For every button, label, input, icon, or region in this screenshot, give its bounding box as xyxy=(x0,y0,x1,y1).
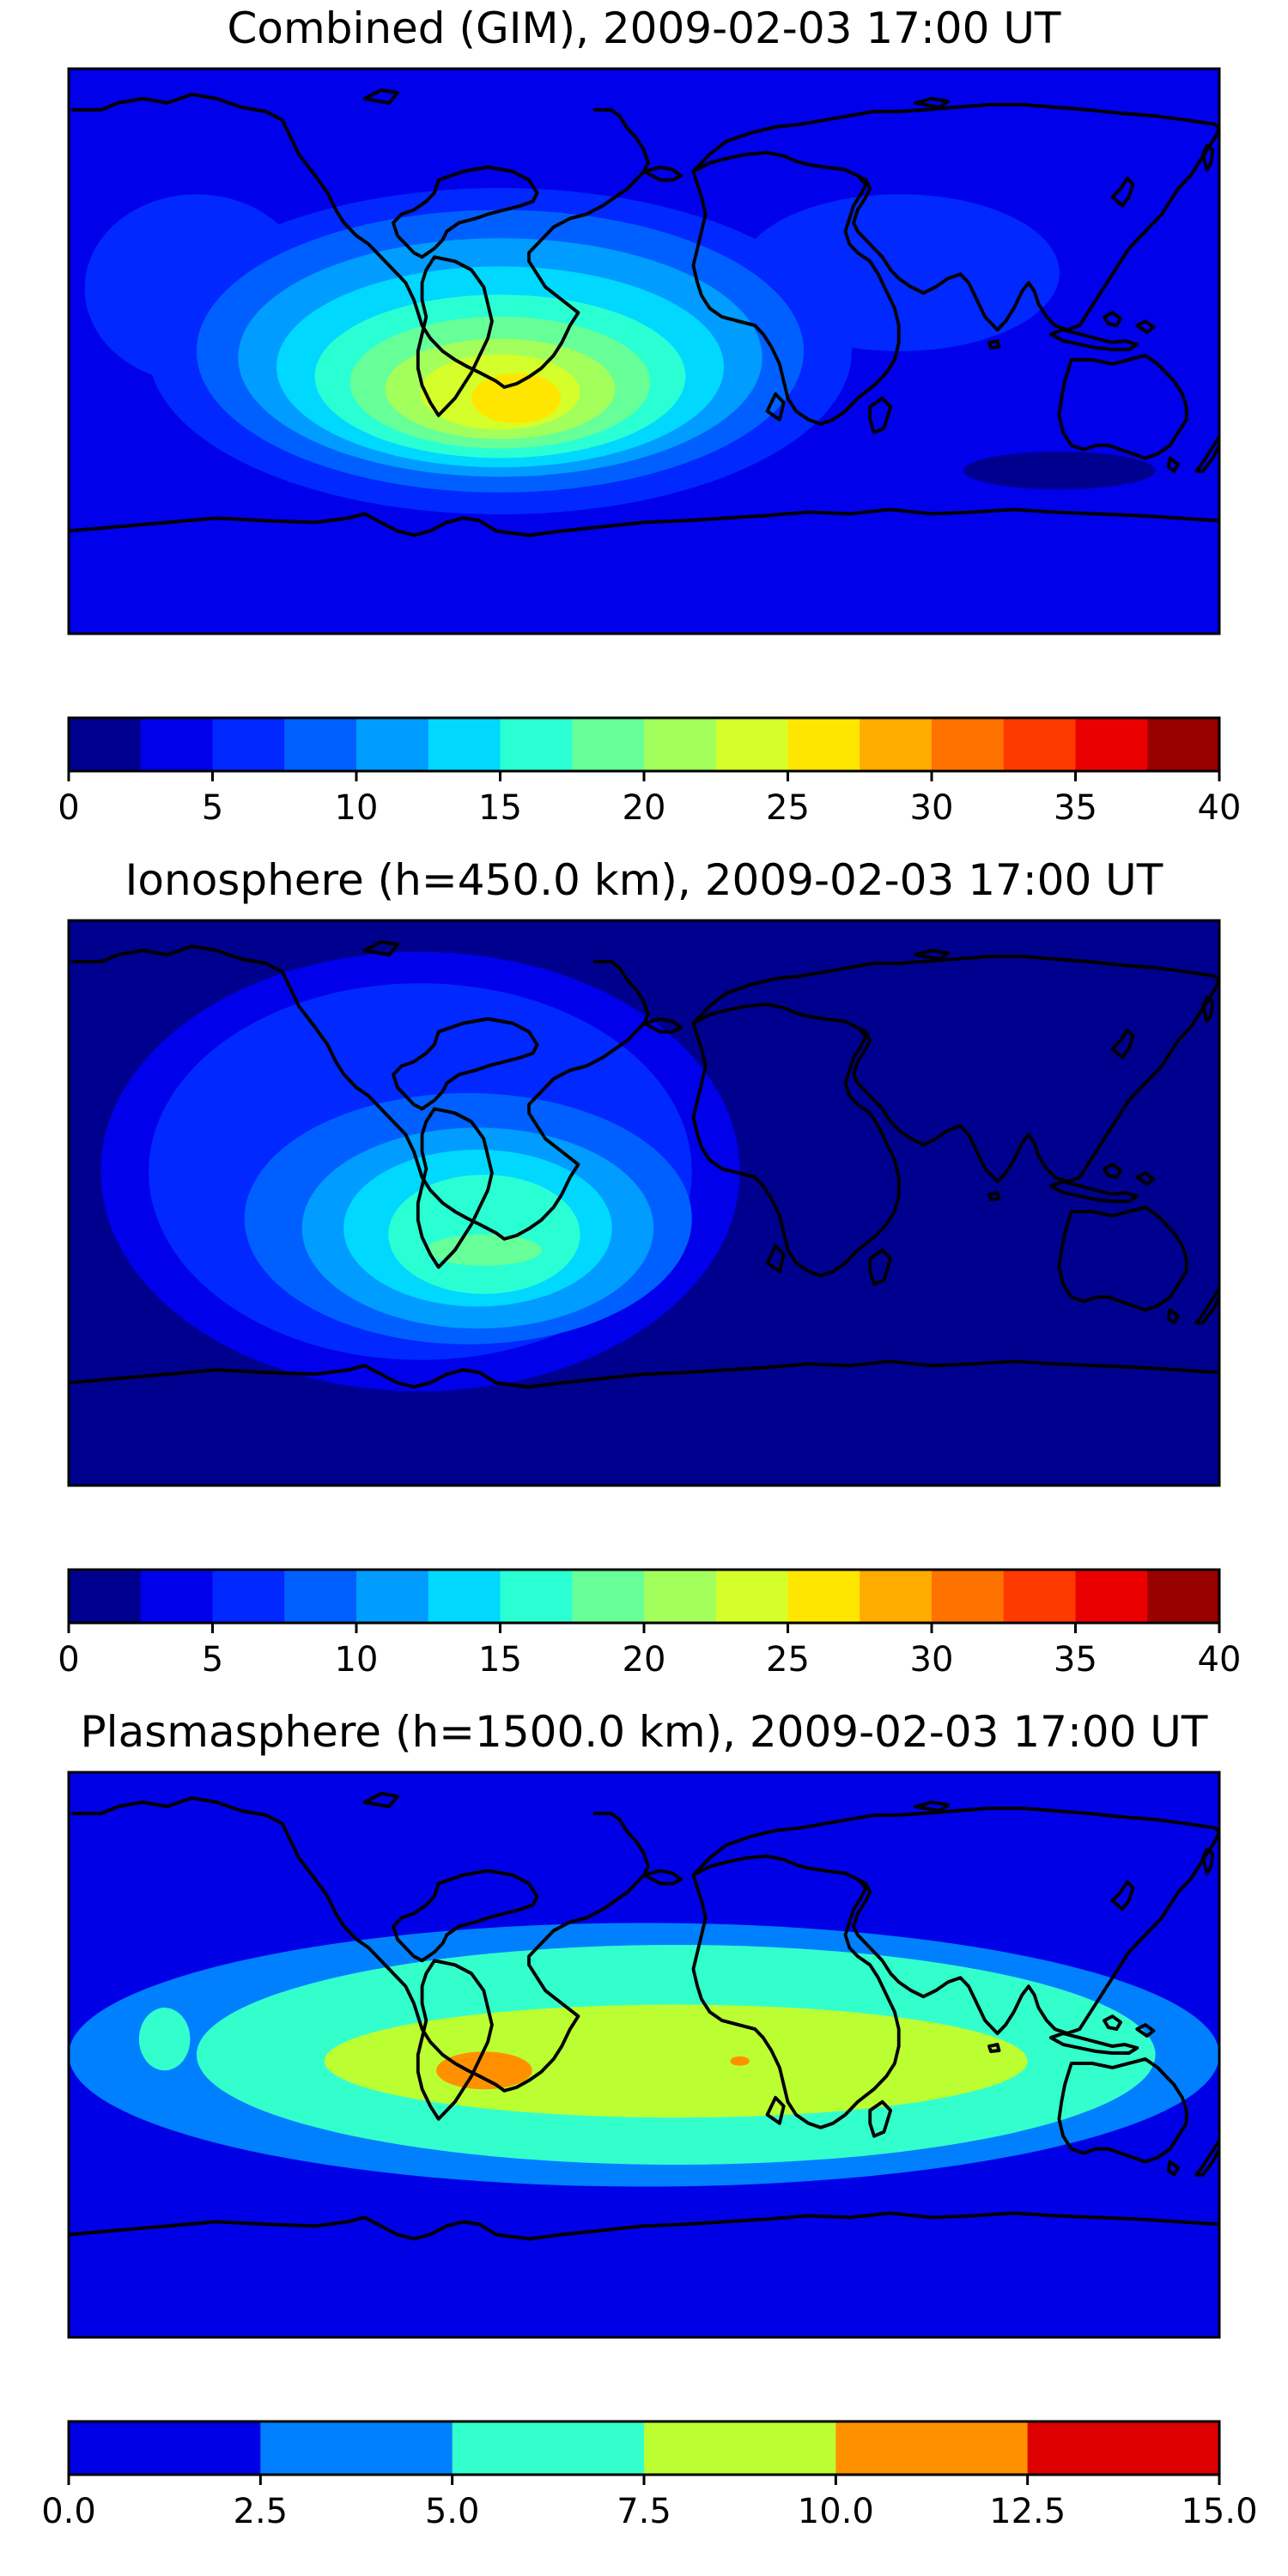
colorbar-tick-label: 10 xyxy=(335,1640,379,1680)
colorbar-segment-16 xyxy=(1147,1570,1220,1623)
colorbar-segment-4 xyxy=(644,2421,836,2475)
colorbar: 0 5 10 15 20 25 30 35 40 xyxy=(58,716,1242,828)
colorbar-segment-15 xyxy=(1075,1570,1148,1623)
colorbar-tick-label: 5 xyxy=(202,788,223,828)
contour-region-2 xyxy=(138,2008,191,2071)
colorbar-tick-label: 35 xyxy=(1054,788,1097,828)
contour-region-5 xyxy=(436,2051,532,2090)
colorbar-tick-label: 0.0 xyxy=(41,2492,96,2531)
colorbar-segment-15 xyxy=(1075,718,1148,771)
contour-region-12 xyxy=(963,451,1156,489)
colorbar-segment-10 xyxy=(715,718,788,771)
colorbar-tick-label: 20 xyxy=(623,788,666,828)
colorbar-tick-label: 10.0 xyxy=(798,2492,874,2531)
colorbar-tick-label: 30 xyxy=(910,1640,954,1680)
colorbar-segment-5 xyxy=(356,718,429,771)
colorbar-tick-label: 40 xyxy=(1198,788,1242,828)
colorbar-segment-2 xyxy=(140,718,213,771)
colorbar-segment-7 xyxy=(500,718,573,771)
map-panel-2: Ionosphere (h=450.0 km), 2009-02-03 17:0… xyxy=(58,855,1241,1680)
colorbar-segment-1 xyxy=(69,1570,142,1623)
colorbar-segment-6 xyxy=(428,1570,501,1623)
colorbar-tick-label: 20 xyxy=(623,1640,666,1680)
map-panel-3: Plasmasphere (h=1500.0 km), 2009-02-03 1… xyxy=(41,1707,1257,2531)
colorbar-segment-3 xyxy=(212,718,285,771)
colorbar-segment-8 xyxy=(572,718,645,771)
colorbar-segment-13 xyxy=(932,1570,1005,1623)
colorbar-segment-12 xyxy=(860,718,933,771)
colorbar-tick-label: 40 xyxy=(1198,1640,1242,1680)
colorbar-segment-12 xyxy=(860,1570,933,1623)
colorbar-segment-3 xyxy=(452,2421,645,2475)
colorbar-tick-label: 25 xyxy=(766,1640,810,1680)
colorbar-segment-5 xyxy=(356,1570,429,1623)
colorbar-tick-label: 5 xyxy=(202,1640,223,1680)
colorbar-tick-label: 10 xyxy=(335,788,379,828)
colorbar-segment-13 xyxy=(932,718,1005,771)
colorbar-segment-9 xyxy=(644,718,717,771)
contour-region-6 xyxy=(730,2056,750,2066)
contour-region-7 xyxy=(426,1234,542,1267)
contour-field xyxy=(69,920,1219,1485)
colorbar-tick-label: 35 xyxy=(1054,1640,1097,1680)
colorbar-tick-label: 30 xyxy=(910,788,954,828)
colorbar-segment-7 xyxy=(500,1570,573,1623)
panel-title: Combined (GIM), 2009-02-03 17:00 UT xyxy=(228,3,1061,53)
colorbar-segment-2 xyxy=(140,1570,213,1623)
panel-title: Plasmasphere (h=1500.0 km), 2009-02-03 1… xyxy=(81,1707,1208,1757)
colorbar-segment-4 xyxy=(284,718,357,771)
colorbar-segment-1 xyxy=(69,2421,261,2475)
colorbar-tick-label: 15.0 xyxy=(1181,2492,1257,2531)
map-frame xyxy=(67,919,1221,1487)
colorbar-tick-label: 5.0 xyxy=(425,2492,480,2531)
contour-field xyxy=(69,69,1219,634)
colorbar-segment-10 xyxy=(715,1570,788,1623)
colorbar-segment-5 xyxy=(835,2421,1029,2475)
colorbar-segment-11 xyxy=(787,718,860,771)
colorbar-tick-label: 25 xyxy=(766,788,810,828)
colorbar-segment-14 xyxy=(1003,1570,1076,1623)
panel-title: Ionosphere (h=450.0 km), 2009-02-03 17:0… xyxy=(125,855,1163,905)
colorbar-tick-label: 0 xyxy=(58,788,79,828)
colorbar-tick-label: 15 xyxy=(478,1640,522,1680)
colorbar-tick-label: 12.5 xyxy=(989,2492,1066,2531)
colorbar-tick-label: 2.5 xyxy=(234,2492,289,2531)
colorbar-segment-1 xyxy=(69,718,142,771)
colorbar-segment-2 xyxy=(260,2421,453,2475)
contour-region-11 xyxy=(471,373,562,424)
colorbar-segment-14 xyxy=(1003,718,1076,771)
map-frame xyxy=(67,67,1221,635)
colorbar-tick-label: 0 xyxy=(58,1640,79,1680)
colorbar: 0.0 2.5 5.0 7.5 10.0 12.5 15.0 xyxy=(41,2420,1258,2531)
colorbar-segment-9 xyxy=(644,1570,717,1623)
colorbar-segment-6 xyxy=(1027,2421,1220,2475)
colorbar-tick-label: 15 xyxy=(478,788,522,828)
colorbar-tick-label: 7.5 xyxy=(617,2492,671,2531)
colorbar-segment-16 xyxy=(1147,718,1220,771)
colorbar: 0 5 10 15 20 25 30 35 40 xyxy=(58,1568,1242,1680)
contour-region-4 xyxy=(324,2004,1028,2118)
contour-region-6 xyxy=(388,1175,580,1295)
map-panel-1: Combined (GIM), 2009-02-03 17:00 UT 0 5 10 1… xyxy=(58,3,1241,828)
colorbar-segment-11 xyxy=(787,1570,860,1623)
colorbar-segment-6 xyxy=(428,718,501,771)
colorbar-segment-3 xyxy=(212,1570,285,1623)
colorbar-segment-8 xyxy=(572,1570,645,1623)
contour-field xyxy=(69,1772,1219,2337)
map-frame xyxy=(67,1771,1221,2339)
colorbar-segment-4 xyxy=(284,1570,357,1623)
